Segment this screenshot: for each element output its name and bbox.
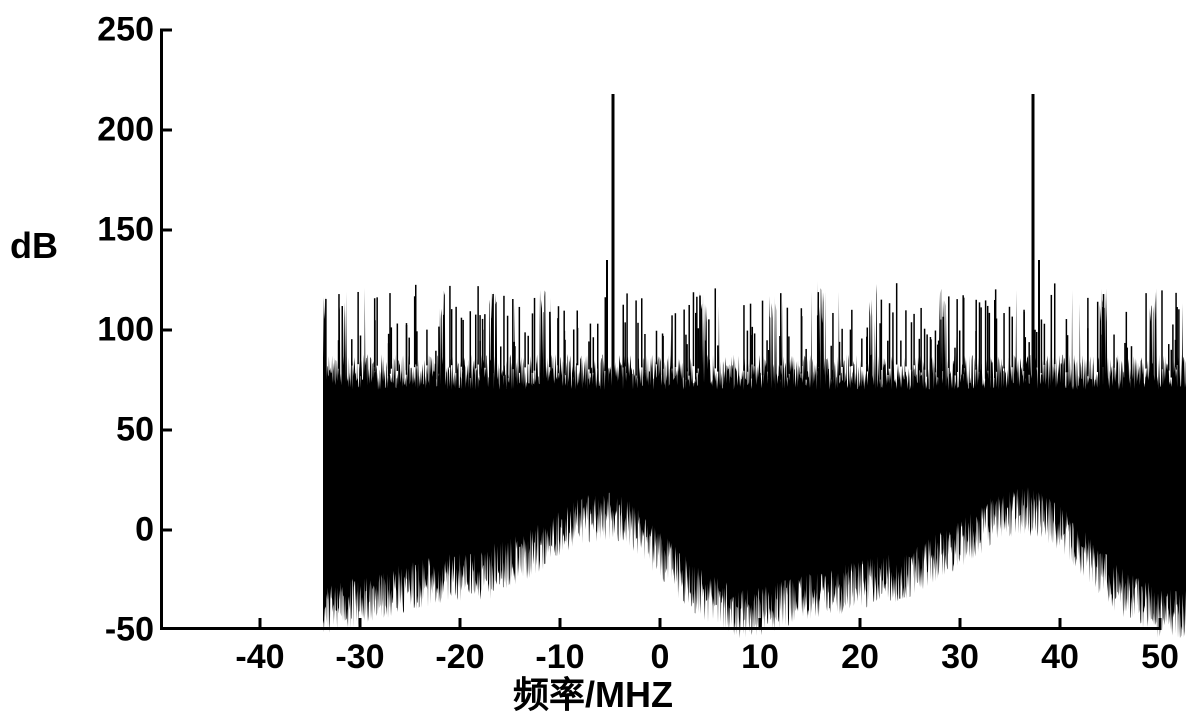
- y-tick-label: 250: [97, 11, 154, 50]
- y-tick-label: 50: [116, 411, 154, 450]
- spectrum-chart: -50050100150200250 -40-30-20-10010203040…: [0, 0, 1186, 723]
- x-axis-label: 频率/MHZ: [513, 666, 673, 718]
- x-tick-mark: [1159, 618, 1162, 630]
- x-tick-label: 10: [741, 638, 779, 677]
- y-tick-mark: [160, 529, 172, 532]
- y-tick-label: -50: [105, 611, 154, 650]
- x-tick-label: 40: [1041, 638, 1079, 677]
- y-tick-label: 150: [97, 211, 154, 250]
- x-tick-label: -40: [235, 638, 284, 677]
- x-tick-label: -30: [335, 638, 384, 677]
- x-tick-mark: [959, 618, 962, 630]
- plot-area: [160, 30, 1160, 630]
- x-tick-label: 30: [941, 638, 979, 677]
- x-tick-mark: [859, 618, 862, 630]
- x-tick-mark: [459, 618, 462, 630]
- spectrum-trace: [323, 60, 1186, 660]
- x-tick-mark: [759, 618, 762, 630]
- x-tick-mark: [559, 618, 562, 630]
- x-tick-label: -20: [435, 638, 484, 677]
- x-tick-mark: [359, 618, 362, 630]
- y-tick-label: 0: [135, 511, 154, 550]
- y-tick-mark: [160, 229, 172, 232]
- y-axis-label: dB: [10, 225, 58, 267]
- x-tick-label: 50: [1141, 638, 1179, 677]
- y-tick-label: 200: [97, 111, 154, 150]
- y-tick-mark: [160, 429, 172, 432]
- y-tick-mark: [160, 329, 172, 332]
- x-tick-mark: [259, 618, 262, 630]
- x-tick-mark: [1059, 618, 1062, 630]
- x-tick-label: 20: [841, 638, 879, 677]
- y-tick-mark: [160, 29, 172, 32]
- y-tick-mark: [160, 129, 172, 132]
- x-tick-mark: [659, 618, 662, 630]
- y-tick-label: 100: [97, 311, 154, 350]
